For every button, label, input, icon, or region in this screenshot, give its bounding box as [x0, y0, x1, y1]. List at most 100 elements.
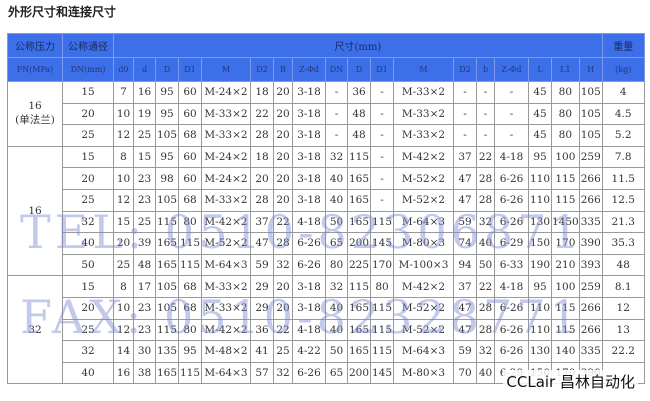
table-cell: 170: [370, 253, 394, 277]
table-cell: 12.5: [601, 188, 645, 212]
table-cell: 45: [528, 124, 552, 147]
table-cell: 28: [476, 296, 495, 320]
table-cell: 4-18: [292, 210, 326, 234]
table-cell: 47: [453, 188, 477, 212]
table-cell: 200: [347, 232, 371, 255]
table-cell: 1450: [551, 210, 580, 234]
table-cell: 4-18: [494, 275, 529, 298]
table-cell: 48: [601, 253, 645, 277]
table-cell: 8.1: [601, 275, 645, 298]
table-cell: 390: [578, 232, 603, 255]
table-cell: 130: [528, 210, 552, 234]
table-cell: 100: [551, 145, 580, 169]
dn-unit: DN(mm): [62, 57, 114, 82]
table-cell: 3-18: [292, 167, 326, 190]
pn-group-cell: 32: [7, 275, 63, 385]
pn-group-cell: 16 (单法兰): [7, 81, 63, 147]
table-cell: 7.8: [601, 145, 645, 169]
table-cell: 15: [62, 81, 114, 104]
table-cell: 28: [250, 124, 274, 147]
column-header: D: [347, 57, 371, 82]
table-cell: 4-18: [494, 145, 529, 169]
table-cell: 39: [133, 232, 156, 255]
column-header: D: [155, 57, 179, 82]
table-cell: M-100×3: [393, 253, 454, 277]
table-cell: 25: [273, 340, 293, 363]
table-cell: 35.3: [601, 232, 645, 255]
table-row: 32 15 25 115 80 M-42×2 37 22 4-18 50 165 115 M-64×3 5…: [8, 210, 645, 234]
table-cell: 165: [347, 318, 371, 342]
table-cell: 70: [453, 361, 477, 385]
table-cell: 80: [370, 275, 394, 298]
table-row: 16 15 8 15 95 60 M-24×2 18 20 3-18 32 115- M-42×2 37 2…: [7, 145, 645, 277]
table-cell: 105: [578, 102, 603, 126]
table-cell: 8: [113, 275, 134, 298]
table-cell: 95: [528, 145, 552, 169]
table-cell: M-42×2: [393, 145, 454, 169]
table-cell: 32: [476, 340, 495, 363]
column-header: D2: [250, 57, 274, 82]
table-cell: 50: [476, 253, 495, 277]
table-cell: 3-18: [292, 296, 326, 320]
table-cell: 259: [578, 145, 603, 169]
table-cell: 105: [155, 296, 179, 320]
table-cell: 68: [178, 296, 202, 320]
table-cell: 12: [113, 188, 134, 212]
table-cell: 115: [155, 210, 179, 234]
table-cell: 105: [155, 188, 179, 212]
table-cell: -: [370, 188, 394, 212]
table-cell: 65: [325, 232, 348, 255]
table-cell: 22: [250, 102, 274, 126]
table-cell: 40: [476, 361, 495, 385]
table-cell: 259: [578, 275, 603, 298]
table-cell: 17: [133, 275, 156, 298]
table-cell: 115: [178, 253, 202, 277]
weight-unit: (kg): [601, 57, 645, 82]
table-cell: M-33×2: [393, 124, 454, 147]
table-cell: 20: [62, 167, 114, 190]
table-cell: 115: [370, 210, 394, 234]
table-cell: 6-26: [292, 232, 326, 255]
table-cell: 95: [155, 81, 179, 104]
table-row: 20 10 23 105 68 M-33×2 29 20 3-18 40 165 115 M-52×2 4…: [8, 296, 645, 320]
table-cell: -: [370, 102, 394, 126]
table-cell: 47: [453, 318, 477, 342]
table-cell: 20: [273, 124, 293, 147]
table-cell: 110: [528, 188, 552, 212]
weight-header: 重量: [601, 33, 645, 58]
table-cell: -: [453, 124, 477, 147]
table-cell: 29: [250, 275, 274, 298]
table-cell: 29: [250, 296, 274, 320]
table-cell: 45: [528, 102, 552, 126]
table-cell: 23: [133, 318, 156, 342]
table-cell: 20: [273, 145, 293, 169]
table-cell: 40: [476, 232, 495, 255]
table-cell: 25: [133, 124, 156, 147]
table-cell: 59: [250, 253, 274, 277]
header-row-2: PN(MPa) DN(mm) d0 d D D1 M D2 B Z-Φd DN D D1 M D2 b Z-…: [7, 57, 645, 82]
table-row: 50 25 48 165 115 M-64×3 59 32 6-26 80 225 170 M-100×…: [8, 253, 645, 277]
table-cell: 150: [528, 232, 552, 255]
table-cell: 6-26: [494, 318, 529, 342]
table-cell: -: [494, 124, 529, 147]
table-cell: 20: [62, 102, 114, 126]
table-cell: 59: [453, 210, 477, 234]
table-cell: 23: [133, 167, 156, 190]
table-cell: 115: [370, 340, 394, 363]
table-cell: 4-22: [292, 340, 326, 363]
table-cell: M-33×2: [201, 102, 251, 126]
table-cell: M-80×3: [393, 361, 454, 385]
table-cell: 130: [528, 340, 552, 363]
table-cell: -: [325, 81, 348, 104]
table-cell: 23: [133, 296, 156, 320]
column-header: L: [528, 57, 552, 82]
table-cell: M-33×2: [201, 296, 251, 320]
brand-logo: CCLair 昌林自动化: [503, 370, 638, 393]
table-cell: 20: [273, 167, 293, 190]
table-cell: 3-18: [292, 102, 326, 126]
table-cell: 165: [347, 296, 371, 320]
table-cell: 3-18: [292, 124, 326, 147]
table-cell: 115: [178, 232, 202, 255]
table-cell: 4: [601, 81, 645, 104]
table-cell: 105: [578, 81, 603, 104]
